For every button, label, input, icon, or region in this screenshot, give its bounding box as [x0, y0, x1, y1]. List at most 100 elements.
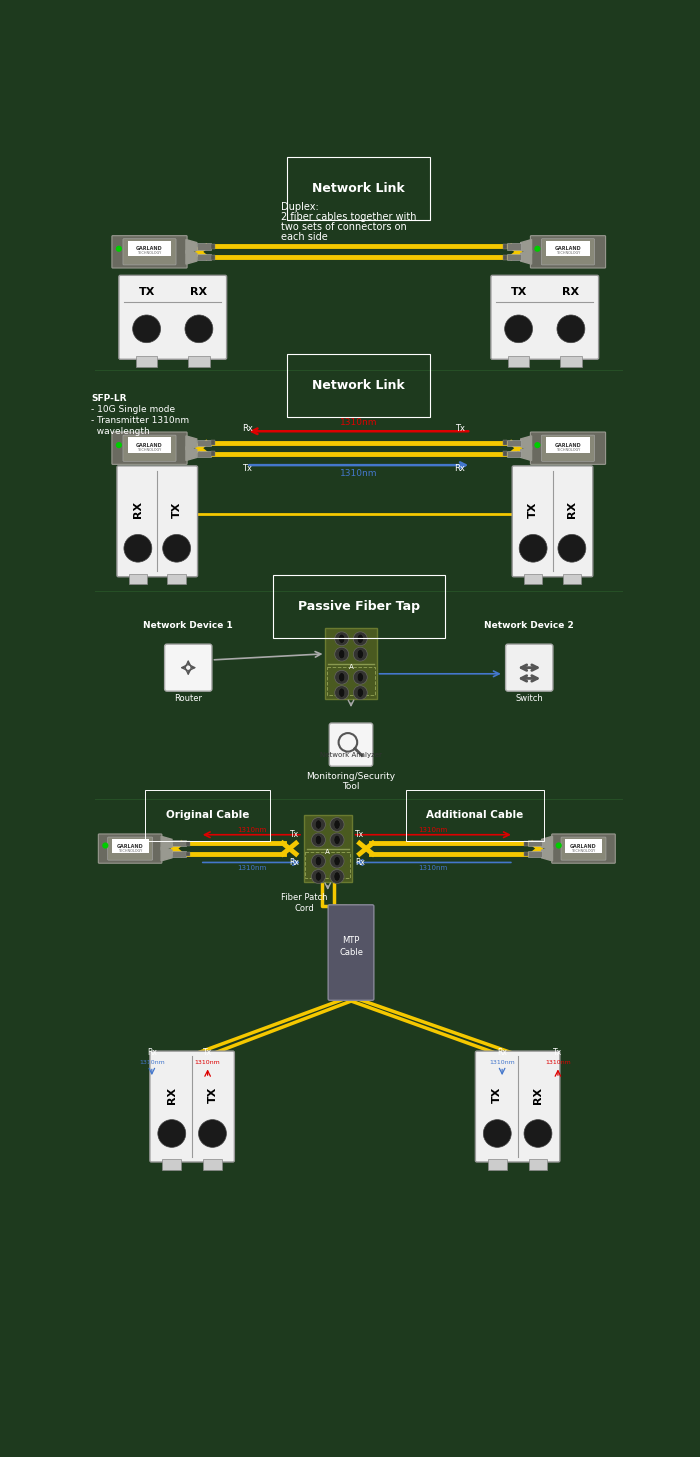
- Text: TX: TX: [492, 1087, 503, 1103]
- Bar: [524, 852, 528, 857]
- Text: RX: RX: [167, 1087, 177, 1103]
- Bar: [203, 1158, 222, 1170]
- Text: RX: RX: [133, 501, 143, 519]
- Bar: [560, 356, 582, 367]
- Text: TX: TX: [172, 501, 181, 519]
- Text: TECHNOLOGY: TECHNOLOGY: [137, 252, 162, 255]
- Bar: [127, 437, 172, 453]
- Text: TX: TX: [139, 287, 155, 297]
- Polygon shape: [186, 239, 197, 254]
- Text: RX: RX: [567, 501, 577, 519]
- Ellipse shape: [339, 673, 345, 682]
- Text: GARLAND: GARLAND: [554, 443, 581, 447]
- Bar: [186, 841, 190, 845]
- FancyBboxPatch shape: [123, 436, 176, 462]
- Bar: [172, 841, 186, 847]
- FancyBboxPatch shape: [531, 433, 606, 465]
- FancyBboxPatch shape: [328, 905, 374, 1001]
- Circle shape: [354, 670, 368, 685]
- FancyBboxPatch shape: [108, 836, 153, 860]
- Ellipse shape: [315, 857, 321, 865]
- Text: Additional Cable: Additional Cable: [426, 810, 524, 820]
- Bar: [503, 255, 507, 259]
- Bar: [503, 452, 507, 456]
- Text: Rx: Rx: [454, 463, 465, 472]
- Text: Monitoring/Security: Monitoring/Security: [307, 772, 396, 781]
- Polygon shape: [542, 836, 552, 849]
- Polygon shape: [161, 836, 172, 849]
- Text: 1310nm: 1310nm: [489, 1061, 515, 1065]
- Bar: [172, 851, 186, 857]
- Ellipse shape: [334, 857, 340, 865]
- Ellipse shape: [339, 650, 345, 659]
- Ellipse shape: [334, 871, 340, 881]
- Circle shape: [185, 315, 213, 342]
- Text: Tx: Tx: [242, 463, 253, 472]
- Circle shape: [558, 535, 586, 562]
- Text: Network Link: Network Link: [312, 379, 405, 392]
- Text: Switch: Switch: [515, 694, 543, 702]
- Bar: [197, 254, 211, 261]
- Polygon shape: [521, 239, 531, 254]
- Bar: [186, 852, 190, 857]
- Polygon shape: [521, 251, 531, 264]
- Circle shape: [330, 870, 344, 883]
- Bar: [197, 243, 211, 249]
- Bar: [197, 450, 211, 456]
- Text: 1310nm: 1310nm: [419, 828, 448, 833]
- Ellipse shape: [357, 634, 363, 644]
- Bar: [528, 851, 542, 857]
- Bar: [197, 440, 211, 446]
- Bar: [136, 356, 158, 367]
- Circle shape: [335, 632, 349, 645]
- Text: MTP: MTP: [342, 937, 360, 946]
- Bar: [528, 1158, 547, 1170]
- Ellipse shape: [357, 650, 363, 659]
- Text: 1310nm: 1310nm: [237, 828, 266, 833]
- Bar: [211, 452, 215, 456]
- Circle shape: [557, 315, 585, 342]
- Polygon shape: [521, 447, 531, 460]
- Polygon shape: [186, 436, 197, 450]
- Text: TX: TX: [207, 1087, 218, 1103]
- Ellipse shape: [334, 835, 340, 845]
- Text: A: A: [349, 664, 354, 670]
- Ellipse shape: [357, 688, 363, 698]
- FancyBboxPatch shape: [150, 1050, 234, 1163]
- Bar: [507, 440, 521, 446]
- Bar: [488, 1158, 507, 1170]
- Ellipse shape: [315, 820, 321, 829]
- FancyBboxPatch shape: [542, 239, 594, 265]
- FancyBboxPatch shape: [325, 628, 377, 699]
- Ellipse shape: [339, 688, 345, 698]
- Text: 1310nm: 1310nm: [419, 865, 448, 871]
- Ellipse shape: [334, 820, 340, 829]
- Bar: [129, 574, 147, 584]
- Circle shape: [534, 246, 540, 252]
- Bar: [507, 243, 521, 249]
- FancyBboxPatch shape: [531, 236, 606, 268]
- Circle shape: [335, 647, 349, 661]
- Circle shape: [330, 833, 344, 847]
- Circle shape: [354, 632, 368, 645]
- Text: 2 fiber cables together with: 2 fiber cables together with: [281, 211, 416, 221]
- Bar: [507, 450, 521, 456]
- Polygon shape: [186, 251, 197, 264]
- Circle shape: [132, 315, 160, 342]
- Text: RX: RX: [533, 1087, 543, 1103]
- Polygon shape: [186, 447, 197, 460]
- Bar: [167, 574, 186, 584]
- Text: TECHNOLOGY: TECHNOLOGY: [556, 447, 580, 452]
- Text: RX: RX: [562, 287, 580, 297]
- Text: Tx: Tx: [203, 1048, 212, 1058]
- Bar: [503, 440, 507, 444]
- Bar: [162, 1158, 181, 1170]
- FancyBboxPatch shape: [112, 236, 187, 268]
- Circle shape: [116, 246, 122, 252]
- FancyBboxPatch shape: [329, 723, 372, 766]
- Circle shape: [116, 441, 122, 449]
- Text: Tx: Tx: [355, 830, 364, 839]
- Bar: [524, 574, 542, 584]
- Text: Rx: Rx: [355, 858, 365, 867]
- FancyBboxPatch shape: [119, 275, 227, 360]
